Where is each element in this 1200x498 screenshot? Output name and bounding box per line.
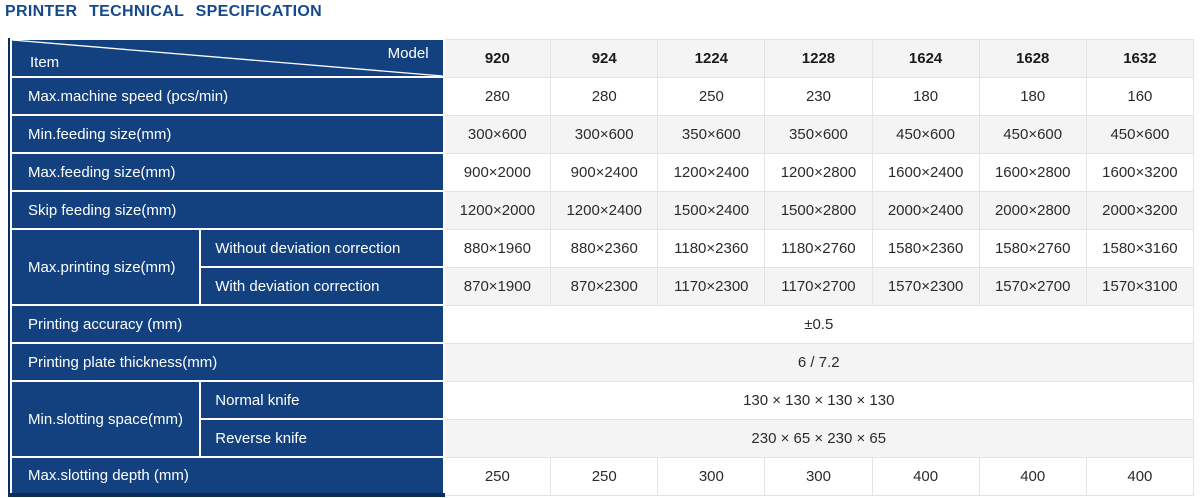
- page-title: PRINTER TECHNICAL SPECIFICATION: [5, 3, 322, 20]
- row-sublabel: Normal knife: [199, 380, 445, 420]
- spec-row-slotting-reverse-knife: Reverse knife 230 × 65 × 230 × 65: [11, 418, 1194, 458]
- span-value-cell: 130 × 130 × 130 × 130: [443, 380, 1194, 420]
- value-cell: 1570×3100: [1085, 266, 1195, 306]
- row-label: Min.feeding size(mm): [10, 114, 445, 154]
- model-header-cell: 920: [443, 38, 552, 78]
- model-header-cell: 1224: [657, 38, 766, 78]
- row-sublabel: Reverse knife: [199, 418, 445, 458]
- value-cell: 1170×2700: [764, 266, 873, 306]
- spec-table-wrapper: Model Item 920 924 1224 1228 1624 1628 1…: [8, 38, 1195, 497]
- row-label: Skip feeding size(mm): [10, 190, 445, 230]
- value-cell: 450×600: [978, 114, 1087, 154]
- row-label: Printing plate thickness(mm): [10, 342, 445, 382]
- value-cell: 1500×2400: [657, 190, 766, 230]
- value-cell: 400: [1085, 456, 1195, 496]
- value-cell: 450×600: [1085, 114, 1195, 154]
- spec-row-max-machine-speed: Max.machine speed (pcs/min) 280 280 250 …: [10, 76, 1195, 116]
- value-cell: 880×2360: [550, 228, 659, 268]
- value-cell: 230: [764, 76, 873, 116]
- value-cell: 1600×3200: [1085, 152, 1195, 192]
- value-cell: 250: [550, 456, 659, 496]
- value-cell: 350×600: [657, 114, 766, 154]
- row-label: Printing accuracy (mm): [10, 304, 445, 344]
- spec-row-max-printing-with-correction: With deviation correction 870×1900 870×2…: [11, 266, 1195, 306]
- value-cell: 180: [871, 76, 980, 116]
- value-cell: 1200×2800: [764, 152, 873, 192]
- value-cell: 1180×2360: [657, 228, 766, 268]
- spec-row-slotting-normal-knife: Min.slotting space(mm) Normal knife 130 …: [9, 380, 1194, 458]
- spec-row-plate-thickness: Printing plate thickness(mm) 6 / 7.2: [10, 342, 1194, 382]
- value-cell: 1580×2760: [978, 228, 1087, 268]
- value-cell: 870×2300: [550, 266, 659, 306]
- model-header-cell: 1624: [871, 38, 980, 78]
- spec-row-min-feeding-size: Min.feeding size(mm) 300×600 300×600 350…: [10, 114, 1195, 154]
- value-cell: 450×600: [871, 114, 980, 154]
- value-cell: 1500×2800: [764, 190, 873, 230]
- span-value-cell: 230 × 65 × 230 × 65: [443, 418, 1194, 458]
- value-cell: 1570×2700: [978, 266, 1087, 306]
- model-header-cell: 1632: [1085, 38, 1195, 78]
- span-value-cell: 6 / 7.2: [443, 342, 1194, 382]
- span-value-cell: ±0.5: [443, 304, 1194, 344]
- spec-row-max-printing-without-correction: Max.printing size(mm) Without deviation …: [9, 228, 1195, 306]
- header-row: Model Item 920 924 1224 1228 1624 1628 1…: [10, 38, 1195, 78]
- value-cell: 400: [871, 456, 980, 496]
- row-label: Max.machine speed (pcs/min): [10, 76, 445, 116]
- spec-row-printing-accuracy: Printing accuracy (mm) ±0.5: [10, 304, 1194, 344]
- value-cell: 300×600: [550, 114, 659, 154]
- value-cell: 870×1900: [443, 266, 552, 306]
- value-cell: 1200×2000: [443, 190, 552, 230]
- value-cell: 300×600: [443, 114, 552, 154]
- value-cell: 1570×2300: [871, 266, 980, 306]
- spec-table: Model Item 920 924 1224 1228 1624 1628 1…: [9, 38, 1195, 497]
- value-cell: 900×2400: [550, 152, 659, 192]
- value-cell: 1180×2760: [764, 228, 873, 268]
- row-sublabel: With deviation correction: [199, 266, 445, 306]
- row-label: Max.slotting depth (mm): [10, 456, 445, 497]
- corner-item-label: Item: [30, 54, 60, 71]
- value-cell: 1170×2300: [657, 266, 766, 306]
- value-cell: 350×600: [764, 114, 873, 154]
- value-cell: 1600×2800: [978, 152, 1087, 192]
- value-cell: 2000×2400: [871, 190, 980, 230]
- value-cell: 280: [443, 76, 552, 116]
- spec-row-max-slotting-depth: Max.slotting depth (mm) 250 250 300 300 …: [10, 456, 1195, 497]
- row-group-label: Max.printing size(mm): [9, 228, 202, 306]
- value-cell: 280: [550, 76, 659, 116]
- model-header-cell: 1228: [764, 38, 873, 78]
- value-cell: 160: [1085, 76, 1195, 116]
- value-cell: 250: [657, 76, 766, 116]
- value-cell: 880×1960: [443, 228, 552, 268]
- value-cell: 1580×3160: [1085, 228, 1195, 268]
- row-label: Max.feeding size(mm): [10, 152, 445, 192]
- diagonal-divider: [12, 40, 443, 76]
- value-cell: 1200×2400: [550, 190, 659, 230]
- value-cell: 250: [443, 456, 552, 496]
- value-cell: 400: [978, 456, 1087, 496]
- value-cell: 300: [657, 456, 766, 496]
- row-group-label: Min.slotting space(mm): [9, 380, 202, 458]
- value-cell: 1200×2400: [657, 152, 766, 192]
- value-cell: 180: [978, 76, 1087, 116]
- value-cell: 300: [764, 456, 873, 496]
- corner-model-label: Model: [387, 45, 429, 62]
- corner-header-cell: Model Item: [10, 38, 445, 78]
- spec-row-skip-feeding-size: Skip feeding size(mm) 1200×2000 1200×240…: [10, 190, 1195, 230]
- model-header-cell: 924: [550, 38, 659, 78]
- model-header-cell: 1628: [978, 38, 1087, 78]
- value-cell: 2000×3200: [1085, 190, 1195, 230]
- value-cell: 900×2000: [443, 152, 552, 192]
- value-cell: 1580×2360: [871, 228, 980, 268]
- value-cell: 1600×2400: [871, 152, 980, 192]
- row-sublabel: Without deviation correction: [199, 228, 445, 268]
- value-cell: 2000×2800: [978, 190, 1087, 230]
- spec-row-max-feeding-size: Max.feeding size(mm) 900×2000 900×2400 1…: [10, 152, 1195, 192]
